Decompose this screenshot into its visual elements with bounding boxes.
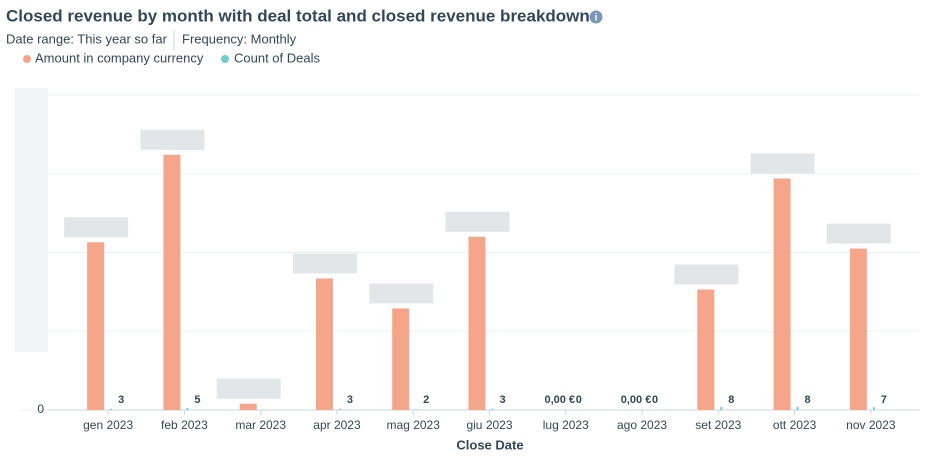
bar: [850, 249, 867, 410]
filter: Frequency: Monthly: [182, 31, 297, 46]
value-label: 8: [805, 394, 811, 406]
redaction: [15, 88, 48, 352]
value-label: 3: [118, 394, 124, 406]
legend-swatch: [23, 55, 31, 63]
count-bar: [873, 407, 875, 410]
legend-label[interactable]: Count of Deals: [234, 50, 320, 65]
x-tick-label: nov 2023: [846, 418, 896, 432]
x-tick-label: apr 2023: [313, 418, 361, 432]
bar: [87, 242, 104, 410]
x-tick-label: mag 2023: [387, 418, 441, 432]
count-bar: [415, 409, 417, 410]
redaction: [674, 265, 738, 285]
legend-swatch: [221, 55, 229, 63]
value-label: 3: [499, 394, 505, 406]
count-bar: [492, 409, 494, 410]
bar: [469, 237, 486, 410]
bar: [697, 290, 714, 410]
bar: [163, 155, 180, 410]
filter: Date range: This year so far: [6, 31, 168, 46]
x-tick-label: gen 2023: [83, 418, 133, 432]
value-label: 0: [576, 394, 582, 406]
count-bar: [339, 409, 341, 410]
x-tick-label: lug 2023: [543, 418, 589, 432]
value-label: 8: [728, 394, 734, 406]
info-glyph: i: [595, 13, 598, 24]
x-tick-label: ott 2023: [773, 418, 817, 432]
count-bar: [110, 409, 112, 410]
value-label: 2: [423, 394, 429, 406]
bar: [774, 178, 791, 410]
redaction: [369, 283, 433, 303]
y-tick-label: 0: [37, 402, 44, 416]
redaction: [293, 253, 357, 273]
count-bar: [797, 407, 799, 410]
value-label: 7: [881, 394, 887, 406]
value-label: 0,00 €: [544, 394, 575, 406]
redaction: [751, 153, 815, 173]
bar: [392, 308, 409, 410]
chart-title: Closed revenue by month with deal total …: [6, 6, 590, 25]
count-bar: [720, 407, 722, 410]
redaction: [217, 379, 281, 399]
redaction: [446, 212, 510, 232]
x-axis-title: Close Date: [456, 437, 523, 452]
x-tick-label: set 2023: [695, 418, 741, 432]
x-tick-label: ago 2023: [617, 418, 667, 432]
x-tick-label: giu 2023: [466, 418, 512, 432]
redaction: [140, 130, 204, 150]
redaction: [64, 217, 128, 237]
value-label: 0,00 €: [621, 394, 652, 406]
value-label: 3: [347, 394, 353, 406]
legend-label[interactable]: Amount in company currency: [35, 50, 204, 65]
x-tick-label: mar 2023: [235, 418, 286, 432]
value-label: 5: [194, 394, 200, 406]
redaction: [827, 224, 891, 244]
value-label: 0: [652, 394, 658, 406]
x-tick-label: feb 2023: [161, 418, 208, 432]
count-bar: [186, 408, 188, 410]
bar: [316, 278, 333, 410]
bar: [240, 404, 257, 410]
